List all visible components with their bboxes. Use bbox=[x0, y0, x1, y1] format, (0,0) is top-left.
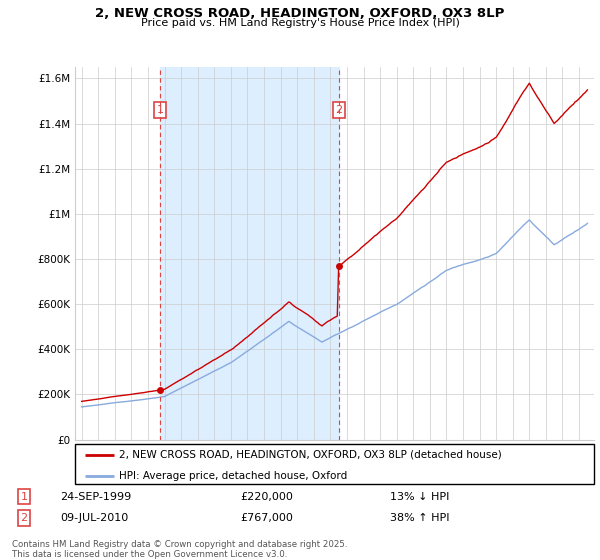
Text: 1: 1 bbox=[20, 492, 28, 502]
Text: 2, NEW CROSS ROAD, HEADINGTON, OXFORD, OX3 8LP: 2, NEW CROSS ROAD, HEADINGTON, OXFORD, O… bbox=[95, 7, 505, 20]
Text: Contains HM Land Registry data © Crown copyright and database right 2025.
This d: Contains HM Land Registry data © Crown c… bbox=[12, 540, 347, 559]
Text: 38% ↑ HPI: 38% ↑ HPI bbox=[390, 513, 449, 523]
Text: 2: 2 bbox=[335, 105, 343, 115]
Text: £767,000: £767,000 bbox=[240, 513, 293, 523]
Text: £220,000: £220,000 bbox=[240, 492, 293, 502]
Text: HPI: Average price, detached house, Oxford: HPI: Average price, detached house, Oxfo… bbox=[119, 470, 347, 480]
Text: 24-SEP-1999: 24-SEP-1999 bbox=[60, 492, 131, 502]
Text: 2: 2 bbox=[20, 513, 28, 523]
Text: Price paid vs. HM Land Registry's House Price Index (HPI): Price paid vs. HM Land Registry's House … bbox=[140, 18, 460, 28]
Text: 1: 1 bbox=[157, 105, 164, 115]
Text: 2, NEW CROSS ROAD, HEADINGTON, OXFORD, OX3 8LP (detached house): 2, NEW CROSS ROAD, HEADINGTON, OXFORD, O… bbox=[119, 450, 502, 460]
Text: 09-JUL-2010: 09-JUL-2010 bbox=[60, 513, 128, 523]
Text: 13% ↓ HPI: 13% ↓ HPI bbox=[390, 492, 449, 502]
Bar bbox=[160, 67, 339, 440]
